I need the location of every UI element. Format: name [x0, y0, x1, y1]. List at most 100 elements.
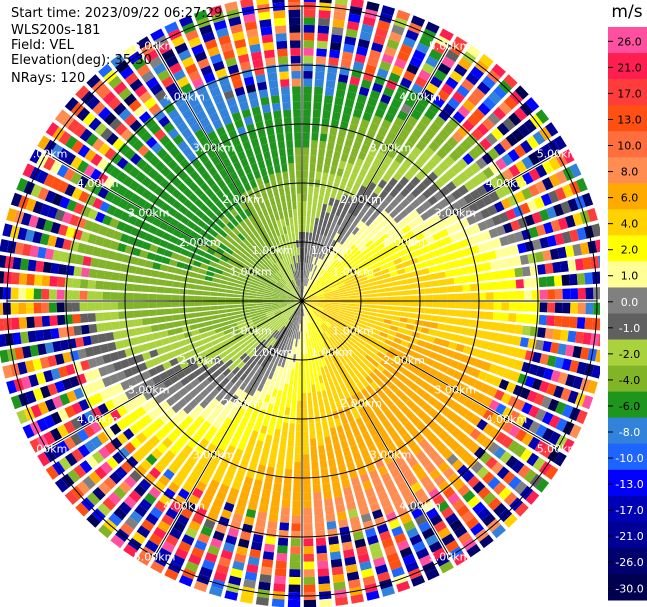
velocity-gate — [300, 285, 302, 294]
velocity-gate — [303, 116, 311, 125]
velocity-gate — [539, 236, 550, 249]
velocity-gate — [483, 272, 493, 281]
velocity-gate — [246, 273, 255, 279]
velocity-gate — [222, 49, 236, 60]
velocity-gate — [346, 179, 355, 189]
velocity-gate — [209, 86, 222, 98]
velocity-gate — [252, 363, 260, 372]
velocity-gate — [428, 266, 437, 274]
velocity-gate — [248, 303, 257, 307]
velocity-gate — [303, 270, 306, 279]
velocity-gate — [306, 315, 311, 323]
velocity-gate — [370, 263, 379, 270]
velocity-gate — [342, 335, 350, 342]
velocity-gate — [391, 252, 400, 260]
velocity-gate — [222, 157, 232, 168]
velocity-gate — [345, 563, 358, 574]
velocity-gate — [389, 209, 399, 219]
velocity-gate — [225, 289, 234, 294]
velocity-gate — [261, 449, 270, 459]
velocity-gate — [30, 184, 43, 198]
velocity-gate — [234, 283, 243, 288]
velocity-gate — [199, 438, 210, 449]
velocity-gate — [257, 432, 266, 442]
velocity-gate — [324, 188, 332, 198]
velocity-gate — [392, 238, 402, 247]
velocity-gate — [391, 369, 401, 378]
velocity-gate — [335, 596, 349, 606]
velocity-gate — [441, 374, 452, 385]
velocity-gate — [161, 256, 171, 265]
velocity-gate — [330, 270, 338, 277]
velocity-gate — [353, 282, 362, 287]
velocity-gate — [351, 247, 359, 255]
velocity-gate — [321, 284, 329, 290]
velocity-gate — [258, 200, 266, 210]
velocity-gate — [392, 355, 402, 364]
velocity-gate — [324, 294, 333, 298]
velocity-gate — [493, 389, 505, 401]
velocity-gate — [85, 133, 99, 147]
velocity-gate — [346, 196, 354, 206]
velocity-gate — [292, 392, 297, 401]
velocity-gate — [236, 168, 246, 178]
velocity-gate — [226, 164, 236, 175]
velocity-gate — [492, 481, 507, 496]
velocity-gate — [129, 470, 142, 483]
velocity-gate — [286, 453, 294, 462]
velocity-gate — [167, 159, 179, 171]
velocity-gate — [208, 425, 218, 436]
velocity-gate — [311, 283, 318, 290]
velocity-gate — [210, 287, 219, 292]
velocity-gate — [295, 239, 299, 248]
velocity-gate — [176, 261, 186, 269]
velocity-gate — [465, 256, 475, 265]
velocity-gate — [330, 34, 343, 44]
velocity-gate — [85, 194, 97, 207]
velocity-gate — [195, 284, 204, 290]
velocity-gate — [161, 48, 176, 62]
velocity-gate — [288, 281, 294, 289]
velocity-gate — [295, 338, 298, 347]
velocity-gate — [141, 414, 153, 426]
velocity-gate — [343, 276, 351, 283]
velocity-gate — [526, 135, 540, 150]
velocity-gate — [254, 354, 262, 363]
velocity-gate — [279, 334, 285, 342]
velocity-gate — [338, 408, 346, 418]
velocity-gate — [291, 271, 295, 280]
velocity-gate — [302, 231, 306, 240]
velocity-gate — [315, 210, 321, 219]
velocity-gate — [135, 419, 147, 431]
velocity-gate — [262, 175, 270, 185]
velocity-gate — [517, 242, 527, 254]
velocity-gate — [477, 311, 486, 320]
velocity-gate — [213, 224, 222, 233]
velocity-gate — [324, 157, 332, 166]
velocity-gate — [368, 259, 377, 266]
velocity-gate — [37, 401, 50, 415]
velocity-gate — [57, 365, 69, 378]
velocity-gate — [228, 104, 240, 115]
velocity-gate — [276, 460, 285, 469]
velocity-gate — [270, 256, 277, 264]
velocity-gate — [237, 338, 246, 346]
velocity-gate — [365, 375, 374, 385]
velocity-gate — [316, 318, 323, 325]
velocity-gate — [585, 287, 594, 300]
velocity-gate — [339, 471, 349, 481]
velocity-gate — [324, 275, 332, 282]
velocity-gate — [481, 152, 494, 165]
velocity-gate — [465, 133, 478, 147]
velocity-gate — [326, 372, 332, 382]
range-ring-label: 4.00km — [486, 413, 528, 426]
velocity-gate — [145, 136, 158, 149]
velocity-gate — [228, 362, 237, 372]
velocity-gate — [22, 163, 35, 178]
velocity-gate — [254, 322, 263, 328]
velocity-gate — [291, 523, 301, 532]
velocity-gate — [330, 119, 340, 129]
velocity-gate — [303, 286, 306, 294]
velocity-gate — [195, 312, 204, 318]
velocity-gate — [377, 313, 386, 319]
